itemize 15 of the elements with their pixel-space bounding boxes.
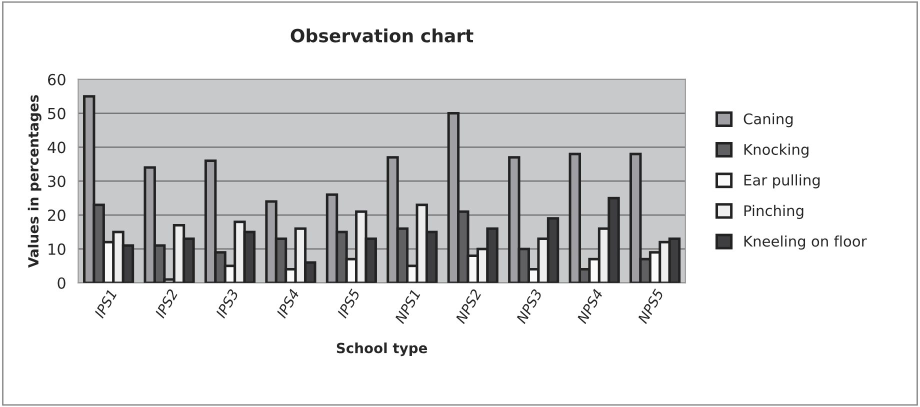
x-axis-title: School type [336, 342, 428, 356]
legend-label: Caning [744, 113, 793, 128]
y-axis-title: Values in percentages [28, 95, 42, 268]
chart-title: Observation chart [290, 28, 474, 42]
y-tick-label: 10 [48, 243, 66, 255]
legend-label: Ear pulling [744, 174, 820, 188]
legend-label: Knocking [744, 144, 808, 158]
legend-label: Kneeling on floor [744, 235, 867, 250]
y-tick-label: 0 [58, 277, 66, 289]
y-tick-label: 40 [48, 142, 66, 154]
legend-label: Pinching [744, 204, 804, 219]
y-tick-label: 60 [48, 74, 66, 86]
y-tick-label: 50 [48, 108, 66, 120]
y-tick-label: 30 [48, 176, 66, 188]
y-tick-label: 20 [48, 209, 66, 222]
